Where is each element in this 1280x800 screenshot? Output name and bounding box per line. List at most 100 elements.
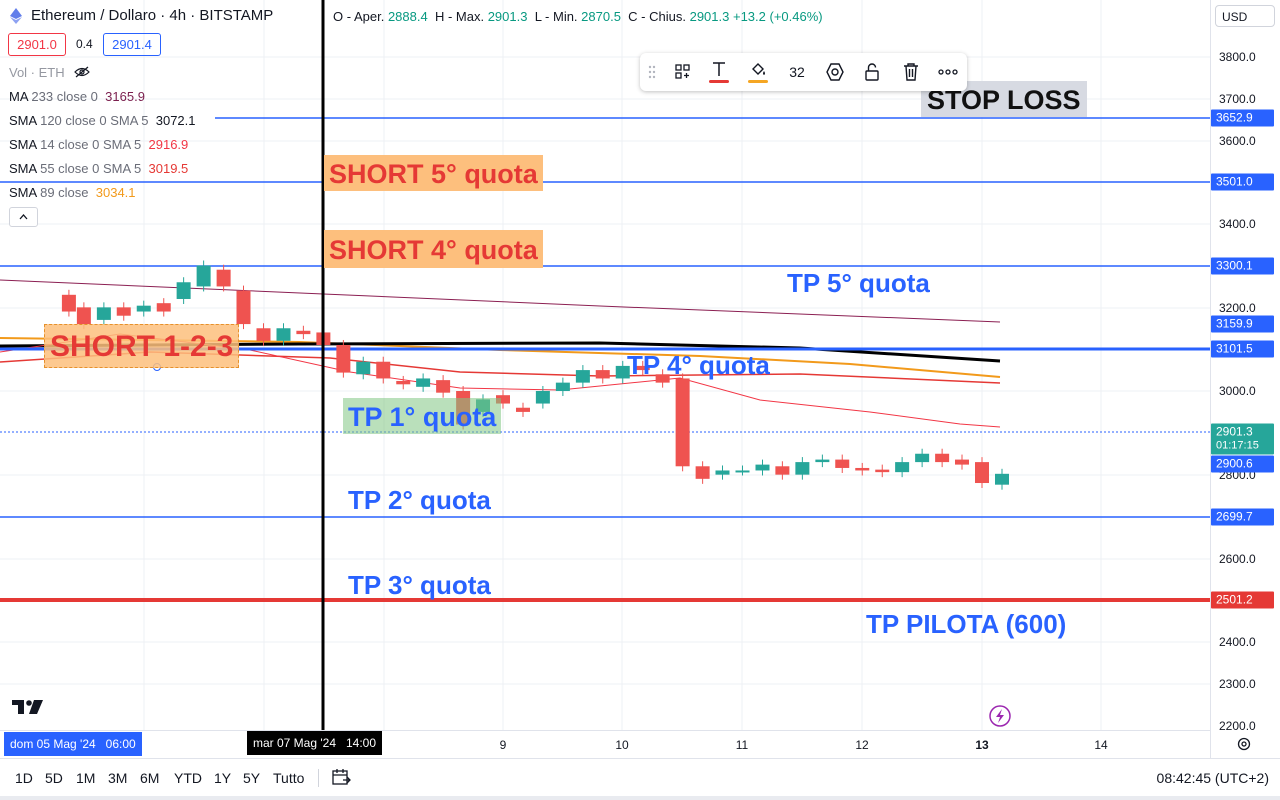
candle[interactable]	[256, 328, 271, 341]
price-axis[interactable]: USD 3800.0 3700.0 3600.0 3400.0 3200.0 3…	[1210, 0, 1280, 758]
legend-sma14[interactable]: SMA 14 close 0 SMA 5 2916.9	[9, 137, 188, 152]
symbol-title[interactable]: Ethereum / Dollaro · 4h · BITSTAMP	[31, 7, 274, 24]
candle[interactable]	[496, 395, 510, 404]
sell-price-button[interactable]: 2901.0	[8, 33, 66, 56]
clock[interactable]: 08:42:45 (UTC+2)	[1156, 770, 1269, 786]
open-value: 2888.4	[387, 9, 428, 24]
candle[interactable]	[575, 370, 590, 383]
candle[interactable]	[795, 462, 810, 475]
templates-icon[interactable]	[670, 60, 696, 84]
volume-legend[interactable]: Vol · ETH	[9, 65, 91, 81]
tp5-note[interactable]: TP 5° quota	[787, 268, 930, 298]
legend-collapse-button[interactable]	[9, 207, 38, 227]
eye-off-icon[interactable]	[74, 66, 91, 81]
candle[interactable]	[376, 361, 391, 379]
price-tick: 3700.0	[1219, 92, 1256, 106]
axis-settings-icon[interactable]	[1236, 736, 1252, 757]
close-value: 2901.3	[689, 9, 730, 24]
sma-89-line	[0, 337, 1001, 378]
tp2-note[interactable]: TP 2° quota	[348, 485, 491, 515]
short123-note[interactable]: SHORT 1-2-3	[44, 324, 240, 368]
legend-sma120[interactable]: SMA 120 close 0 SMA 5 3072.1	[9, 113, 196, 128]
candle[interactable]	[136, 305, 151, 312]
candle[interactable]	[755, 464, 770, 471]
candle[interactable]	[615, 365, 630, 379]
time-axis[interactable]: 9 10 11 12 13 14 dom 05 Mag '24 06:00 ma…	[0, 730, 1210, 759]
range-ytd[interactable]: YTD	[174, 770, 202, 786]
candle[interactable]	[96, 307, 111, 320]
lock-icon[interactable]	[859, 60, 885, 84]
candle[interactable]	[216, 269, 231, 287]
currency-select[interactable]: USD	[1215, 5, 1275, 27]
range-3m[interactable]: 3M	[108, 770, 128, 786]
candle[interactable]	[515, 407, 530, 412]
candle[interactable]	[715, 470, 730, 475]
range-1m[interactable]: 1M	[76, 770, 96, 786]
short4-note[interactable]: SHORT 4° quota	[324, 230, 543, 268]
candle[interactable]	[595, 370, 610, 379]
date-range-icon[interactable]	[331, 768, 351, 791]
candle[interactable]	[675, 378, 690, 467]
buy-price-button[interactable]: 2901.4	[103, 33, 161, 56]
candle[interactable]	[416, 378, 431, 387]
text-color-icon[interactable]	[706, 60, 732, 84]
candle[interactable]	[994, 473, 1009, 485]
candle[interactable]	[655, 374, 670, 383]
short5-note[interactable]: SHORT 5° quota	[324, 155, 543, 191]
legend-ma233[interactable]: MA 233 close 0 3165.9	[9, 89, 145, 104]
range-5y[interactable]: 5Y	[243, 770, 261, 786]
legend-sma89[interactable]: SMA 89 close 3034.1	[9, 185, 136, 200]
candle[interactable]	[955, 459, 970, 465]
more-icon[interactable]	[935, 60, 961, 84]
tp1-note[interactable]: TP 1° quota	[343, 398, 502, 434]
indicator-name: SMA	[9, 113, 37, 128]
candle[interactable]	[116, 307, 131, 316]
chart-canvas[interactable]	[0, 0, 1210, 730]
candle[interactable]	[436, 380, 451, 393]
tp4-note[interactable]: TP 4° quota	[627, 350, 770, 380]
font-size-button[interactable]: 32	[789, 64, 805, 80]
candle[interactable]	[555, 382, 570, 391]
indicator-value: 2916.9	[148, 137, 189, 152]
range-6m[interactable]: 6M	[140, 770, 160, 786]
range-5d[interactable]: 5D	[45, 770, 63, 786]
candle[interactable]	[975, 462, 989, 484]
candle[interactable]	[875, 469, 890, 473]
candle[interactable]	[695, 466, 710, 479]
fill-color-icon[interactable]	[745, 60, 771, 84]
candle[interactable]	[775, 466, 790, 475]
trash-icon[interactable]	[898, 60, 924, 84]
candle[interactable]	[935, 453, 950, 463]
candle[interactable]	[396, 380, 411, 385]
candle[interactable]	[156, 303, 171, 312]
candle[interactable]	[176, 282, 191, 299]
candle[interactable]	[196, 265, 211, 287]
candle[interactable]	[735, 470, 750, 473]
range-all[interactable]: Tutto	[273, 770, 305, 786]
tradingview-logo[interactable]	[12, 700, 44, 721]
legend-sma55[interactable]: SMA 55 close 0 SMA 5 3019.5	[9, 161, 188, 176]
candle[interactable]	[61, 294, 76, 312]
candle[interactable]	[535, 391, 550, 404]
settings-icon[interactable]	[822, 60, 848, 84]
candle[interactable]	[76, 307, 91, 325]
candle[interactable]	[336, 344, 351, 373]
candle[interactable]	[915, 453, 930, 463]
indicator-value: 3072.1	[155, 113, 196, 128]
range-1y[interactable]: 1Y	[214, 770, 232, 786]
candle[interactable]	[855, 467, 870, 471]
candle[interactable]	[276, 328, 291, 341]
drag-handle-icon[interactable]	[642, 60, 662, 84]
candle[interactable]	[895, 462, 910, 473]
candle[interactable]	[296, 330, 311, 335]
tp-pilota-note[interactable]: TP PILOTA (600)	[866, 609, 1067, 639]
candle[interactable]	[835, 459, 850, 468]
candle[interactable]	[635, 365, 650, 371]
range-1d[interactable]: 1D	[15, 770, 33, 786]
indicator-name: MA	[9, 89, 28, 104]
tp3-note[interactable]: TP 3° quota	[348, 570, 491, 600]
indicator-value: 3165.9	[105, 89, 145, 104]
candle[interactable]	[356, 361, 371, 375]
candle[interactable]	[236, 290, 251, 325]
candle[interactable]	[815, 459, 830, 463]
